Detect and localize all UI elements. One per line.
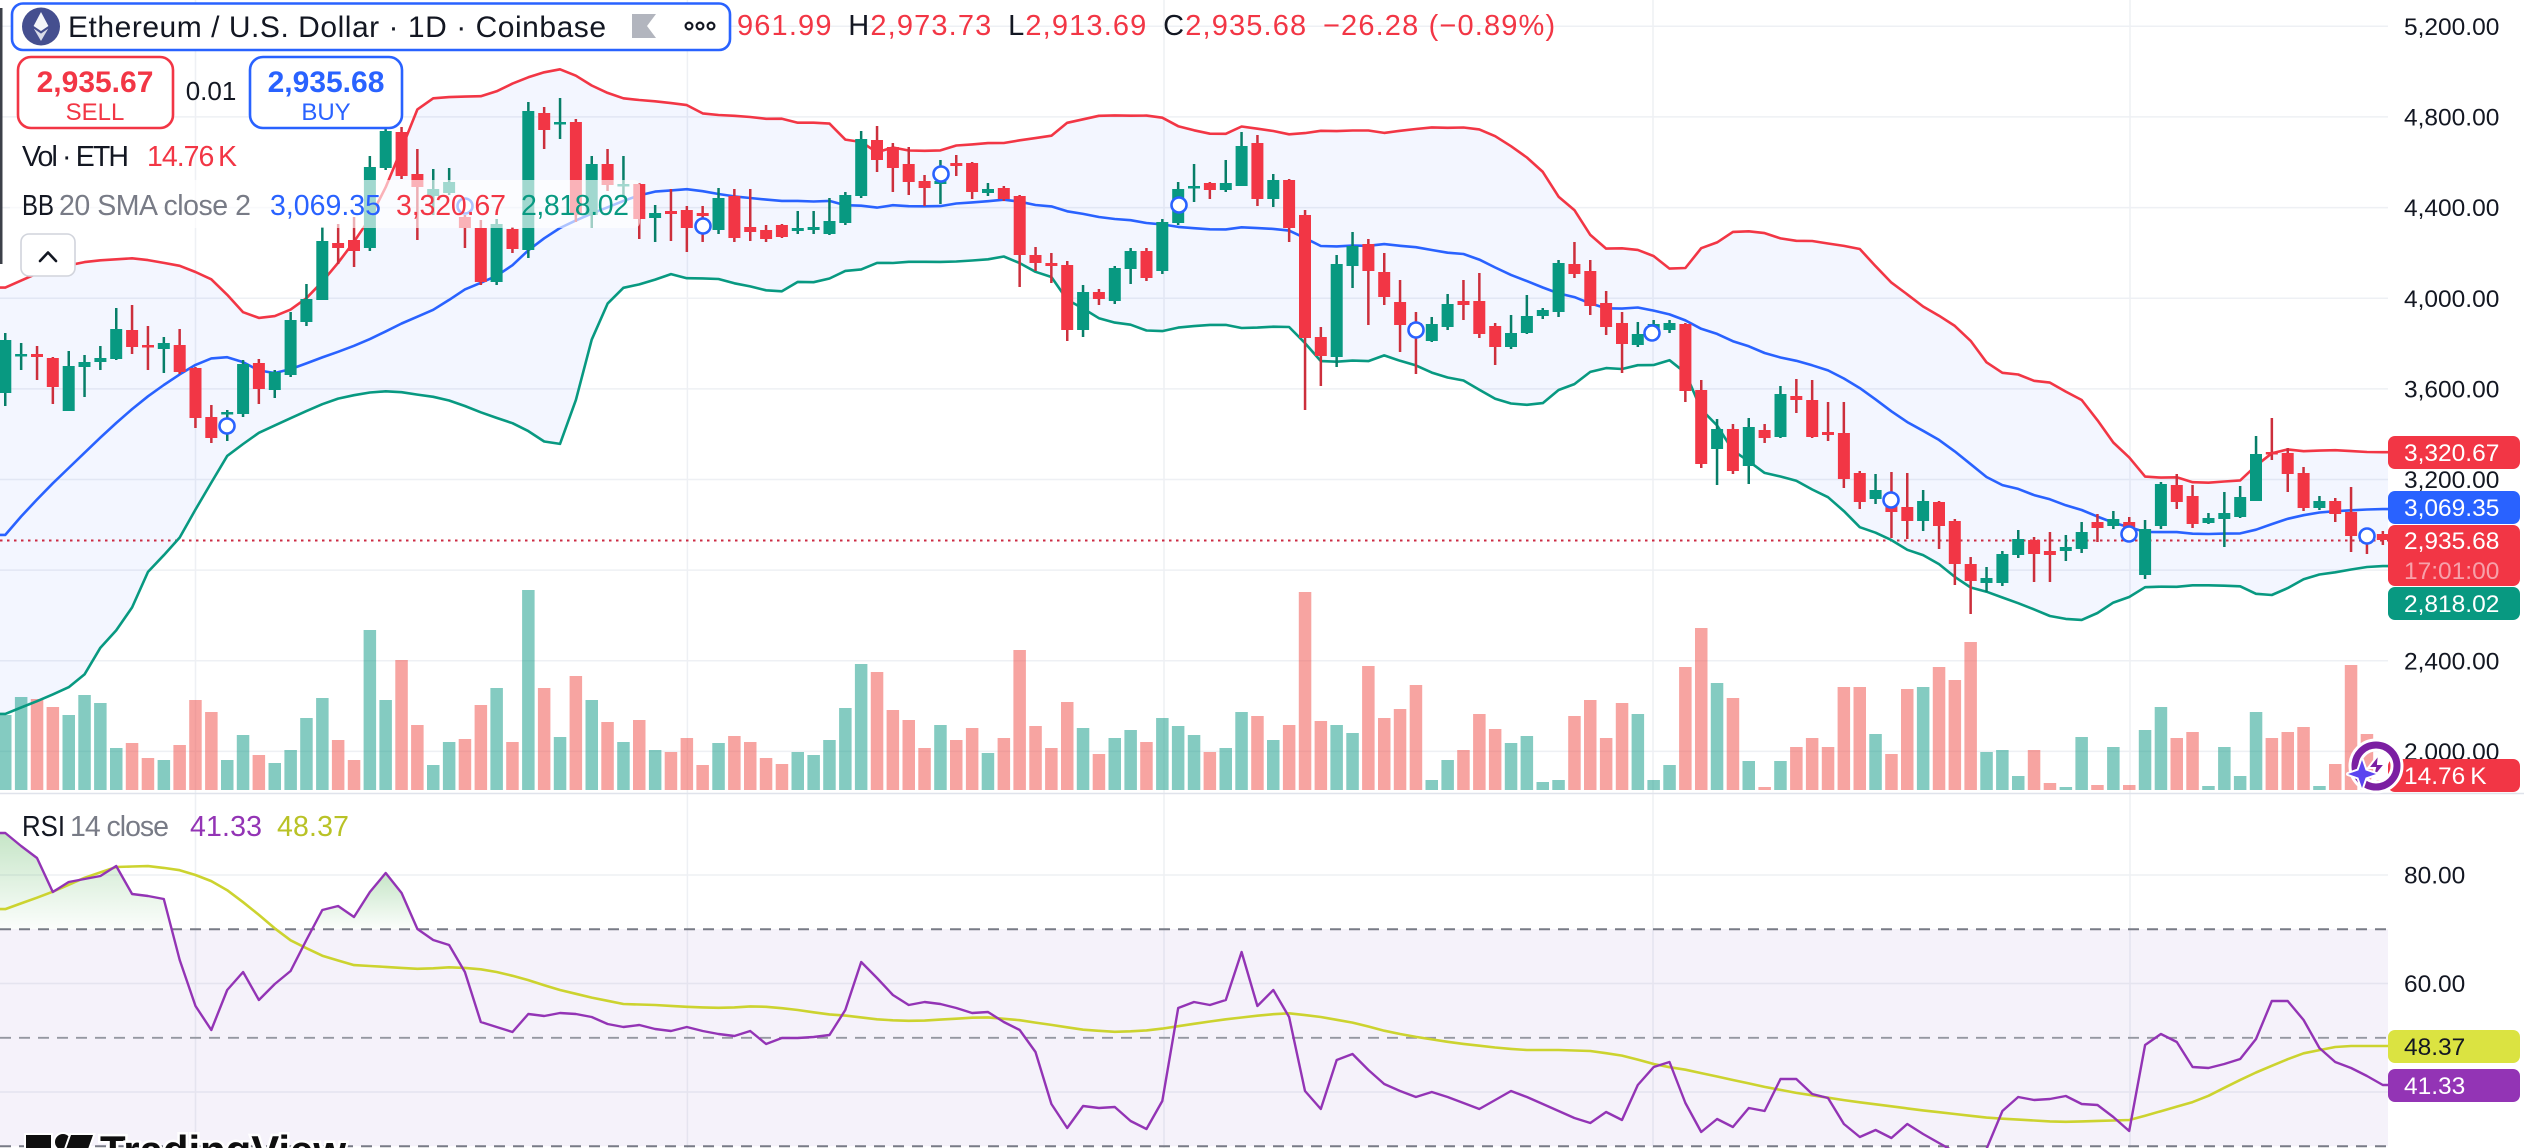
svg-text:4,800.00: 4,800.00 [2404, 105, 2499, 132]
svg-text:0.01: 0.01 [186, 76, 237, 106]
svg-text:3,600.00: 3,600.00 [2404, 376, 2499, 403]
svg-text:5,200.00: 5,200.00 [2404, 14, 2499, 41]
svg-text:17:01:00: 17:01:00 [2404, 558, 2499, 585]
svg-text:BUY: BUY [301, 99, 350, 126]
svg-text:961.99 H2,973.73 L2,913.69 C2,: 961.99 H2,973.73 L2,913.69 C2,935.68 −26… [737, 10, 1556, 42]
svg-text:3,069.35: 3,069.35 [270, 190, 381, 222]
svg-text:20 SMA close 2: 20 SMA close 2 [59, 190, 251, 222]
svg-text:14.76 K: 14.76 K [147, 141, 237, 173]
svg-text:60.00: 60.00 [2404, 971, 2465, 998]
svg-text:Ethereum / U.S. Dollar · 1D ·: Ethereum / U.S. Dollar · 1D · Coinbase [68, 11, 606, 44]
svg-text:2,935.68: 2,935.68 [268, 66, 385, 99]
svg-text:4,400.00: 4,400.00 [2404, 195, 2499, 222]
svg-text:3,320.67: 3,320.67 [396, 190, 506, 222]
svg-text:3,200.00: 3,200.00 [2404, 467, 2499, 494]
svg-text:3,069.35: 3,069.35 [2404, 495, 2499, 522]
svg-text:80.00: 80.00 [2404, 863, 2465, 890]
svg-text:14 close: 14 close [70, 811, 169, 843]
svg-text:SELL: SELL [66, 99, 125, 126]
svg-text:41.33: 41.33 [190, 811, 262, 843]
svg-text:RSI: RSI [22, 811, 65, 843]
svg-text:2,400.00: 2,400.00 [2404, 648, 2499, 675]
svg-text:2,935.67: 2,935.67 [37, 66, 154, 99]
svg-text:48.37: 48.37 [2404, 1034, 2465, 1061]
svg-text:Vol · ETH: Vol · ETH [22, 141, 129, 173]
svg-text:14.76 K: 14.76 K [2404, 763, 2487, 790]
svg-text:41.33: 41.33 [2404, 1073, 2465, 1100]
svg-text:2,818.02: 2,818.02 [521, 190, 629, 222]
svg-text:2,935.68: 2,935.68 [2404, 528, 2499, 555]
svg-text:BB: BB [22, 190, 54, 222]
svg-text:3,320.67: 3,320.67 [2404, 440, 2499, 467]
svg-text:TradingView: TradingView [100, 1127, 346, 1148]
svg-text:48.37: 48.37 [277, 811, 349, 843]
svg-text:4,000.00: 4,000.00 [2404, 286, 2499, 313]
svg-text:2,818.02: 2,818.02 [2404, 591, 2499, 618]
